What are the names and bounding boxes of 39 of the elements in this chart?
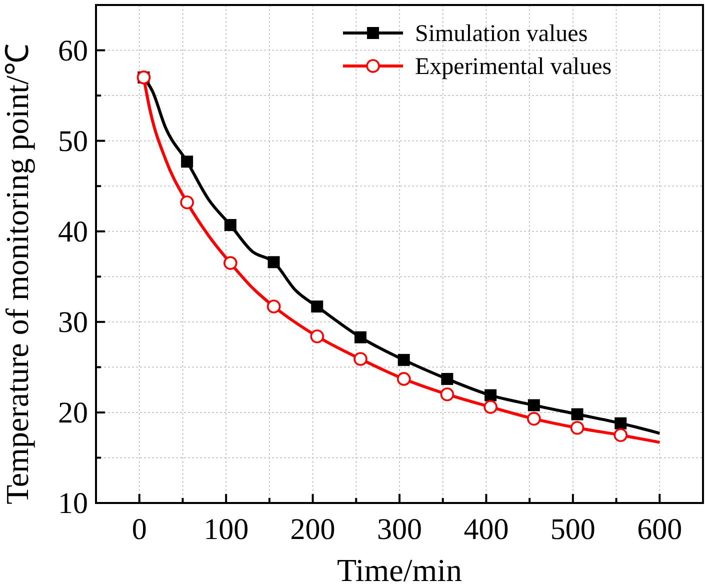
point — [396, 372, 411, 386]
y-tick-label: 10 — [58, 487, 88, 520]
point — [311, 300, 324, 313]
x-tick-label: 500 — [550, 513, 596, 546]
point — [181, 156, 194, 168]
point — [614, 417, 627, 430]
point — [266, 300, 281, 314]
point — [354, 331, 366, 344]
point — [570, 420, 584, 435]
point — [398, 354, 410, 366]
x-axis-title: Time/min — [336, 552, 462, 585]
y-tick-label: 60 — [58, 34, 88, 68]
point — [224, 219, 236, 232]
point — [484, 400, 498, 414]
point — [354, 352, 368, 366]
x-tick-label: 300 — [377, 513, 422, 546]
point — [528, 399, 540, 412]
point — [310, 329, 324, 344]
point — [484, 389, 497, 402]
point — [614, 428, 628, 442]
point — [180, 195, 194, 210]
legend-label: Simulation values — [415, 21, 588, 47]
y-tick-label: 30 — [58, 306, 88, 339]
x-tick-label: 600 — [637, 513, 682, 546]
y-tick-label: 50 — [58, 124, 88, 158]
point — [527, 412, 541, 426]
y-axis-title: Temperature of monitoring point/℃ — [0, 44, 35, 504]
point — [571, 408, 584, 420]
y-tick-label: 40 — [58, 215, 88, 248]
legend-label: Experimental values — [415, 54, 612, 80]
y-tick-label: 20 — [58, 396, 88, 430]
point — [268, 256, 280, 268]
point — [224, 256, 238, 270]
x-tick-label: 400 — [464, 513, 509, 546]
x-tick-label: 100 — [204, 513, 249, 546]
x-tick-label: 0 — [132, 513, 147, 546]
x-tick-label: 200 — [290, 513, 336, 546]
point — [441, 372, 454, 385]
point — [440, 387, 454, 402]
